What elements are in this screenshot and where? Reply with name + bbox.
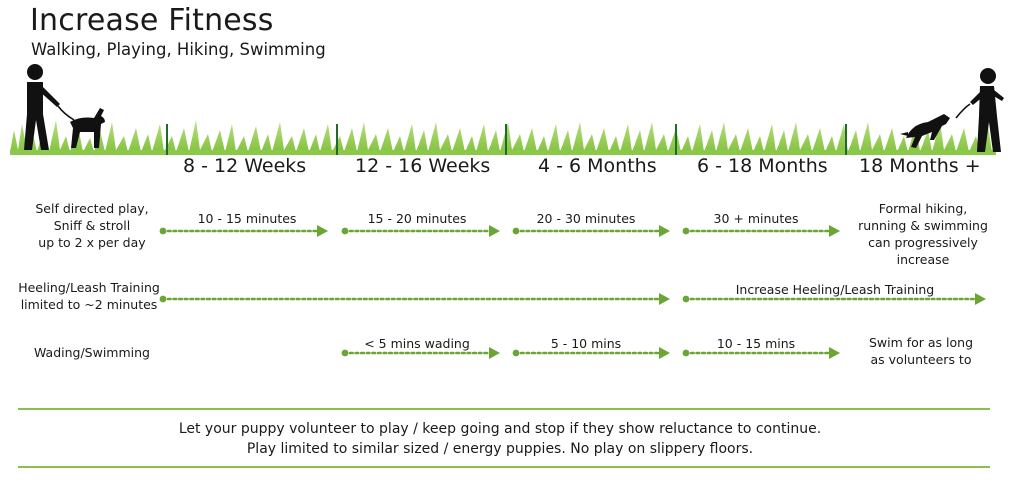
leash-left-label: Heeling/Leash Training limited to ~2 min… [18,280,160,312]
arrow-play-1 [159,225,328,237]
play-segment-label-1: 10 - 15 minutes [197,211,297,226]
person-playing-dog-icon [900,68,1004,152]
footer-line-1: Let your puppy volunteer to play / keep … [178,421,822,437]
arrow-play-2 [341,225,500,237]
footer-top-rule [18,408,990,410]
page-title: Increase Fitness [30,3,274,38]
swim-left-label: Wading/Swimming [33,345,150,360]
leash-right-segment-label: Increase Heeling/Leash Training [735,282,935,297]
swim-segment-label-1: < 5 mins wading [364,336,470,351]
stage-label-3: 4 - 6 Months [538,155,657,177]
play-left-label: Self directed play, Sniff & stroll up to… [35,201,149,250]
arrow-play-4 [682,225,840,237]
footer-line-2: Play limited to similar sized / energy p… [246,441,754,457]
swim-right-label: Swim for as long as volunteers to [868,335,974,367]
arrow-swim-3 [682,347,840,359]
swim-segment-label-3: 10 - 15 mins [716,336,796,351]
stage-label-2: 12 - 16 Weeks [355,155,491,177]
swim-segment-label-2: 5 - 10 mins [550,336,622,351]
play-right-label: Formal hiking, running & swimming can pr… [858,201,988,267]
arrow-swim-1 [341,347,500,359]
page-subtitle: Walking, Playing, Hiking, Swimming [31,40,326,59]
stage-label-1: 8 - 12 Weeks [183,155,307,177]
play-segment-label-3: 20 - 30 minutes [536,211,636,226]
arrow-play-3 [512,225,670,237]
stage-label-5: 18 Months + [859,155,981,177]
arrow-leash-1 [159,293,670,305]
arrow-swim-2 [512,347,670,359]
stage-label-4: 6 - 18 Months [697,155,828,177]
play-segment-label-2: 15 - 20 minutes [367,211,467,226]
person-walking-dog-icon [24,64,105,150]
grass-band [10,120,996,155]
footer-bottom-rule [18,466,990,468]
stage-dividers [166,124,847,155]
arrow-leash-2 [682,293,986,305]
play-segment-label-4: 30 + minutes [713,211,799,226]
